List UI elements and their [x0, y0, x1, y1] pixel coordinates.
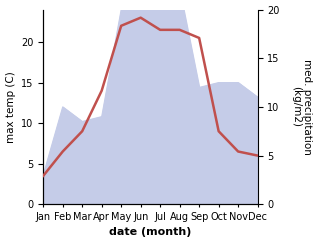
X-axis label: date (month): date (month): [109, 227, 192, 237]
Y-axis label: med. precipitation
(kg/m2): med. precipitation (kg/m2): [291, 59, 313, 155]
Y-axis label: max temp (C): max temp (C): [5, 71, 16, 143]
